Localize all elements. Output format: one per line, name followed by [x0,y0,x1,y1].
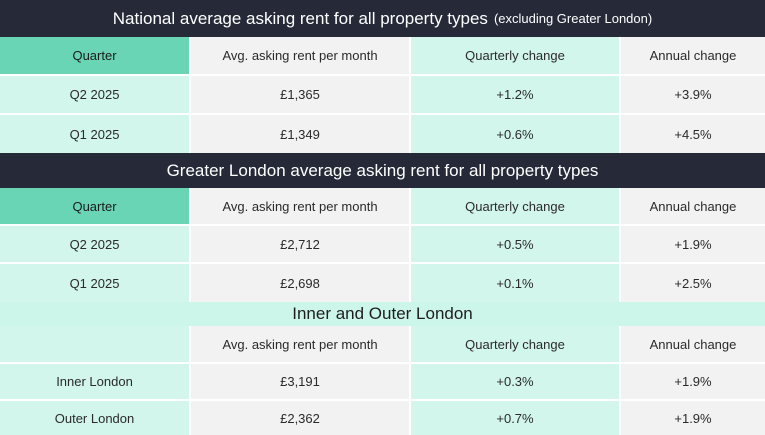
header-quarterly-change: Quarterly change [411,326,621,362]
greater-london-header-row: Quarter Avg. asking rent per month Quart… [0,188,765,226]
cell-quarter: Q1 2025 [0,264,191,302]
cell-annual-change: +2.5% [621,264,765,302]
cell-quarterly-change: +0.7% [411,401,621,435]
table-row: Outer London £2,362 +0.7% +1.9% [0,401,765,435]
cell-avg-rent: £1,365 [191,76,411,113]
header-quarterly-change: Quarterly change [411,37,621,74]
table-row: Inner London £3,191 +0.3% +1.9% [0,364,765,401]
national-title-text: National average asking rent for all pro… [112,8,488,28]
cell-avg-rent: £1,349 [191,115,411,153]
header-annual-change: Annual change [621,37,765,74]
cell-quarterly-change: +0.5% [411,226,621,262]
cell-quarterly-change: +0.1% [411,264,621,302]
cell-avg-rent: £2,712 [191,226,411,262]
cell-area: Inner London [0,364,191,399]
cell-quarter: Q1 2025 [0,115,191,153]
cell-quarterly-change: +1.2% [411,76,621,113]
cell-annual-change: +1.9% [621,226,765,262]
header-quarter: Quarter [0,188,191,224]
cell-avg-rent: £3,191 [191,364,411,399]
cell-quarterly-change: +0.6% [411,115,621,153]
table-row: Q2 2025 £2,712 +0.5% +1.9% [0,226,765,264]
greater-london-section-title: Greater London average asking rent for a… [0,153,765,188]
header-avg-rent: Avg. asking rent per month [191,188,411,224]
table-row: Q1 2025 £1,349 +0.6% +4.5% [0,115,765,153]
cell-area: Outer London [0,401,191,435]
cell-quarter: Q2 2025 [0,226,191,262]
cell-annual-change: +1.9% [621,364,765,399]
header-avg-rent: Avg. asking rent per month [191,326,411,362]
header-area [0,326,191,362]
header-annual-change: Annual change [621,188,765,224]
table-row: Q1 2025 £2,698 +0.1% +2.5% [0,264,765,302]
header-avg-rent: Avg. asking rent per month [191,37,411,74]
header-quarter: Quarter [0,37,191,74]
header-annual-change: Annual change [621,326,765,362]
national-title-suffix: (excluding Greater London) [493,11,653,26]
inner-outer-section-title: Inner and Outer London [0,302,765,326]
national-section-title: National average asking rent for all pro… [0,0,765,37]
greater-london-title-text: Greater London average asking rent for a… [166,160,599,180]
cell-avg-rent: £2,362 [191,401,411,435]
cell-avg-rent: £2,698 [191,264,411,302]
inner-outer-title-text: Inner and Outer London [292,304,473,323]
cell-quarter: Q2 2025 [0,76,191,113]
cell-annual-change: +3.9% [621,76,765,113]
cell-annual-change: +1.9% [621,401,765,435]
cell-annual-change: +4.5% [621,115,765,153]
header-quarterly-change: Quarterly change [411,188,621,224]
cell-quarterly-change: +0.3% [411,364,621,399]
table-row: Q2 2025 £1,365 +1.2% +3.9% [0,76,765,115]
national-header-row: Quarter Avg. asking rent per month Quart… [0,37,765,76]
inner-outer-header-row: Avg. asking rent per month Quarterly cha… [0,326,765,364]
